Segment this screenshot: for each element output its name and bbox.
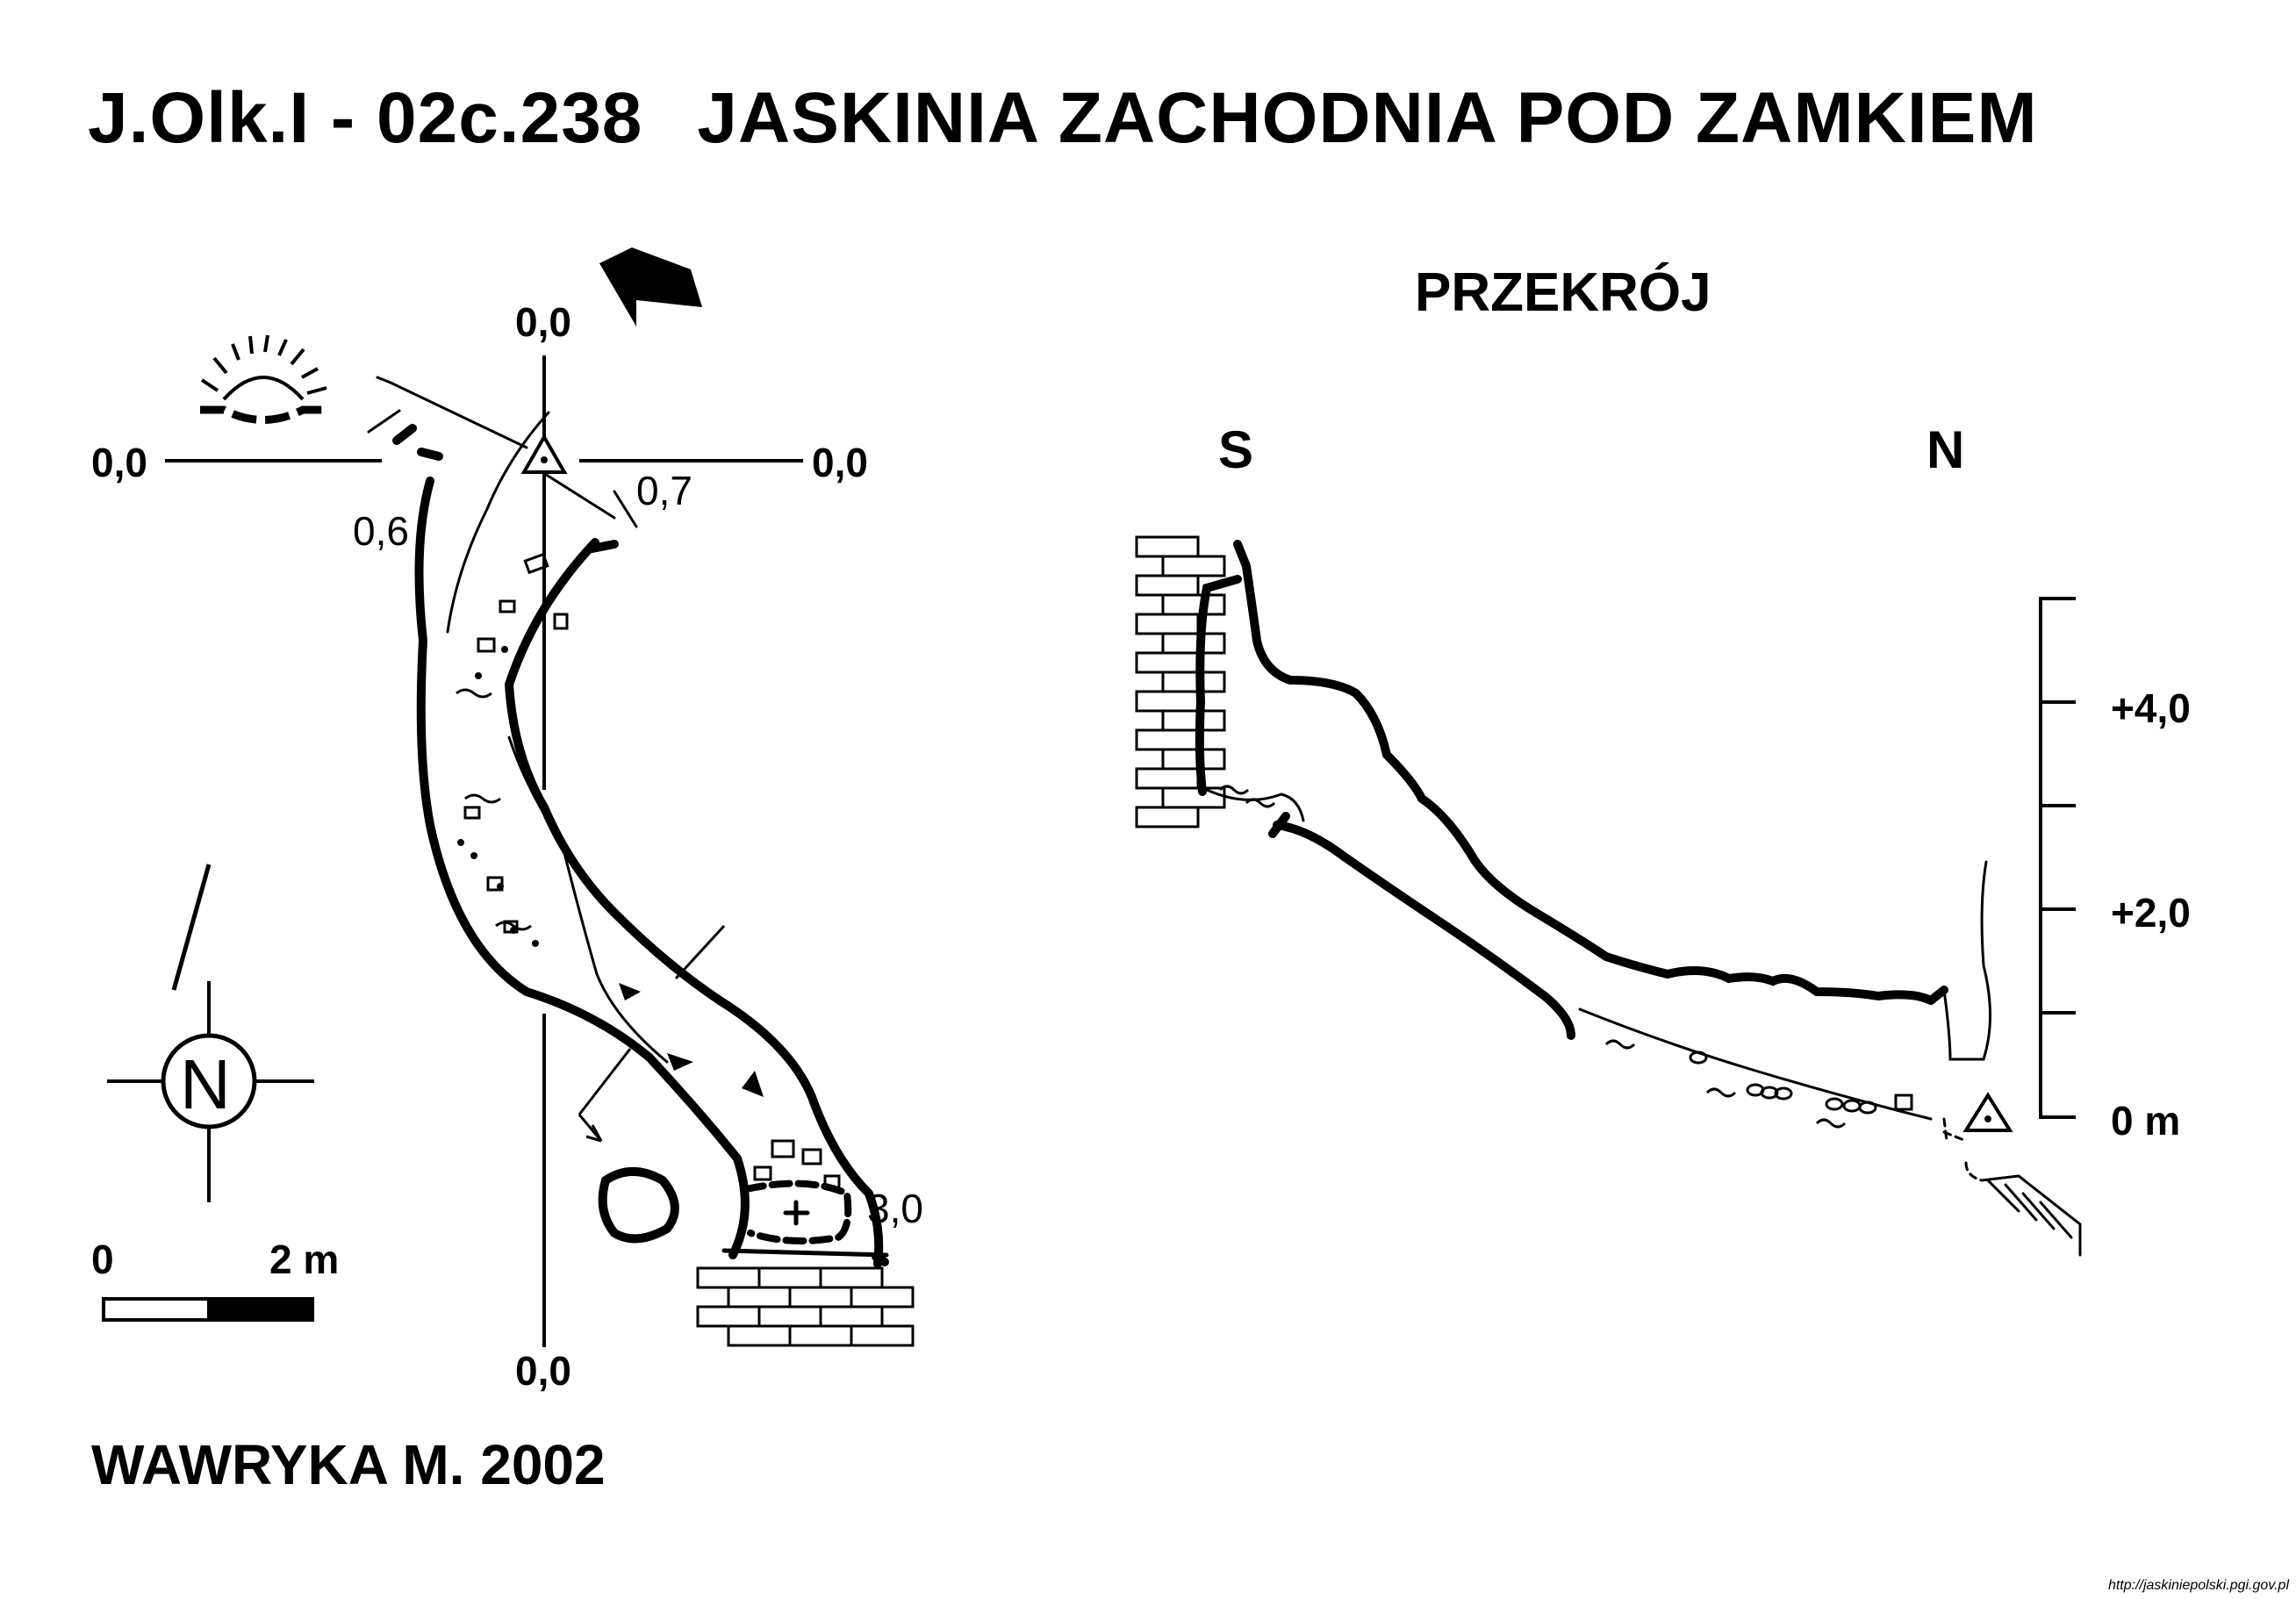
elevation-tick-0: 0 m bbox=[2111, 1098, 2181, 1144]
grid-label-left: 0,0 bbox=[91, 440, 147, 485]
entrance-arrow-icon bbox=[599, 247, 702, 326]
north-arrow-icon bbox=[107, 864, 314, 1202]
entrance-triangle-icon bbox=[520, 433, 568, 474]
north-letter: N bbox=[180, 1045, 231, 1123]
source-url: http://jaskiniepolski.pgi.gov.pl bbox=[2107, 1578, 2289, 1593]
plan-section-lines bbox=[578, 924, 726, 1143]
grid-label-top: 0,0 bbox=[515, 299, 571, 345]
scale-start-label: 0 bbox=[91, 1237, 114, 1282]
height-label-end: 3,0 bbox=[867, 1186, 923, 1231]
plan-rubble bbox=[456, 552, 841, 1190]
plan-brick-wall bbox=[696, 1266, 915, 1347]
elevation-tick-2: +2,0 bbox=[2111, 890, 2191, 936]
cave-code: J.Olk.I - 02c.238 bbox=[88, 78, 643, 158]
height-label-entrance-left: 0,6 bbox=[353, 508, 409, 554]
scale-bar bbox=[102, 1297, 314, 1322]
map-title: J.Olk.I - 02c.238 JASKINIA ZACHODNIA POD … bbox=[88, 77, 2038, 160]
author-credit: WAWRYKA M. 2002 bbox=[91, 1433, 606, 1496]
elevation-tick-4: +4,0 bbox=[2111, 685, 2191, 731]
boulder-icon bbox=[598, 1167, 679, 1244]
south-label: S bbox=[1218, 420, 1254, 479]
grid-label-bottom: 0,0 bbox=[515, 1348, 571, 1394]
section-title: PRZEKRÓJ bbox=[1415, 262, 1711, 323]
scale-end-label: 2 m bbox=[269, 1237, 340, 1282]
elevation-scale bbox=[2039, 597, 2076, 1119]
plan-dots bbox=[457, 646, 764, 1097]
sun-icon bbox=[200, 334, 327, 424]
cave-name: JASKINIA ZACHODNIA POD ZAMKIEM bbox=[697, 78, 2038, 158]
section-brick-wall bbox=[1135, 535, 1226, 828]
section-entrance-triangle-icon bbox=[1962, 1092, 2013, 1132]
grid-label-right: 0,0 bbox=[812, 440, 868, 485]
plan-cave-walls bbox=[367, 376, 889, 1268]
north-label: N bbox=[1926, 420, 1965, 479]
plan-grid-lines bbox=[165, 355, 803, 1347]
height-label-entrance-right: 0,7 bbox=[636, 468, 692, 513]
section-cave-profile bbox=[1195, 540, 2082, 1257]
section-rubble bbox=[1218, 785, 1913, 1129]
